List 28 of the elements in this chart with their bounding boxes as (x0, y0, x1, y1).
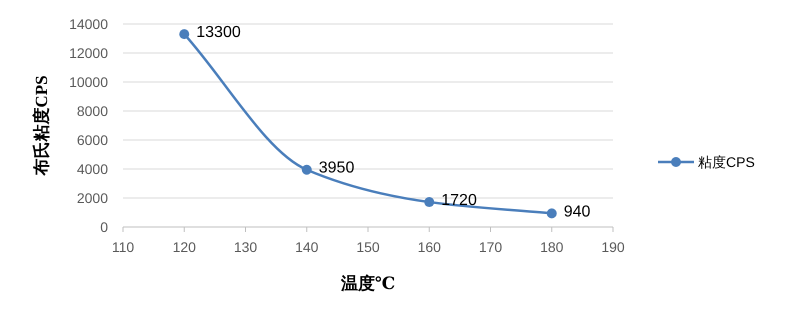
data-label: 13300 (196, 24, 241, 42)
x-tick-label: 140 (295, 239, 319, 255)
y-axis-title: 布氏粘度CPS (32, 75, 51, 177)
legend-label: 粘度CPS (698, 154, 755, 170)
x-tick-label: 110 (112, 239, 134, 255)
y-tick-label: 2000 (76, 190, 108, 206)
y-tick-label: 4000 (76, 161, 108, 177)
point (424, 197, 434, 208)
x-tick-label: 150 (356, 239, 380, 255)
y-tick-label: 12000 (69, 45, 108, 61)
data-label: 3950 (318, 160, 354, 177)
point (179, 29, 190, 40)
y-tick-label: 14000 (69, 16, 108, 32)
y-tick-label: 0 (100, 219, 108, 235)
x-tick-label: 190 (601, 239, 625, 255)
x-tick-label: 120 (172, 239, 196, 255)
data-label: 940 (564, 203, 591, 220)
x-tick-label: 180 (540, 239, 564, 255)
y-tick-label: 8000 (76, 103, 108, 119)
point (546, 208, 557, 218)
x-tick-label: 160 (418, 239, 442, 255)
x-tick-label: 130 (234, 239, 258, 255)
point (302, 164, 312, 175)
x-axis-title: 温度℃ (340, 274, 396, 293)
x-tick-label: 170 (478, 239, 502, 255)
y-tick-label: 6000 (76, 132, 108, 148)
y-tick-label: 10000 (69, 74, 108, 90)
data-label: 1720 (441, 192, 477, 210)
